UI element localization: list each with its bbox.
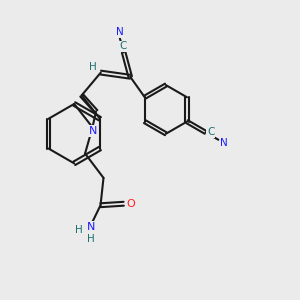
Text: H: H xyxy=(87,234,94,244)
Text: N: N xyxy=(220,138,228,148)
Text: C: C xyxy=(119,41,127,51)
Text: H: H xyxy=(75,225,83,235)
Text: C: C xyxy=(207,127,214,137)
Text: N: N xyxy=(89,126,97,136)
Text: O: O xyxy=(126,199,135,209)
Text: H: H xyxy=(89,62,97,72)
Text: N: N xyxy=(116,27,124,37)
Text: N: N xyxy=(86,222,95,232)
